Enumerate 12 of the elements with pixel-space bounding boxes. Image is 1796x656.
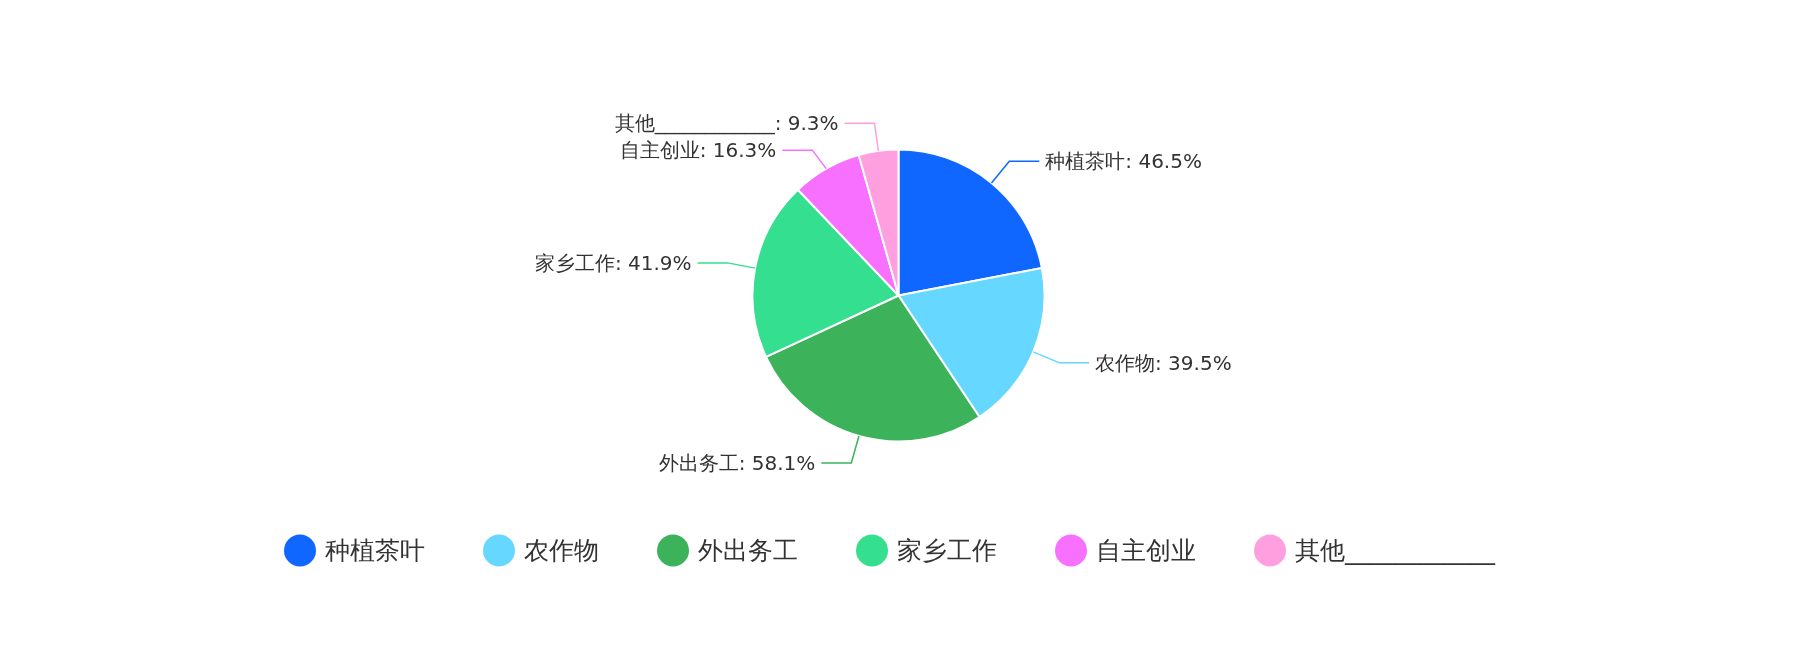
data-label: 自主创业: 16.3% (619, 138, 777, 163)
data-label: 农作物: 39.5% (1095, 350, 1232, 375)
data-label: 其他____________: 9.3% (614, 111, 839, 136)
legend-label: 其他____________ (1295, 536, 1496, 565)
data-label: 外出务工: 58.1% (658, 450, 816, 475)
data-label: 家乡工作: 41.9% (534, 250, 692, 275)
legend-label: 家乡工作 (897, 536, 997, 565)
legend-label: 农作物 (524, 536, 599, 565)
data-label: 种植茶叶: 46.5% (1045, 149, 1202, 174)
legend-label: 种植茶叶 (325, 536, 425, 565)
legend-label: 自主创业 (1096, 536, 1196, 565)
legend-label: 外出务工 (698, 536, 798, 565)
